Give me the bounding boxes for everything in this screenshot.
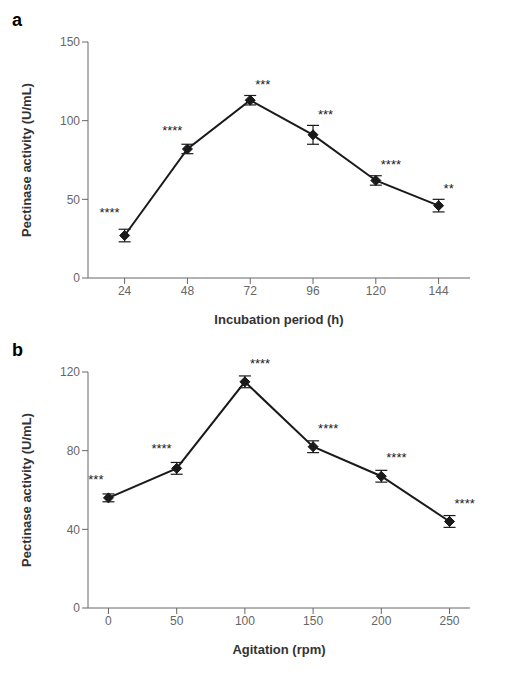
svg-text:Incubation period (h): Incubation period (h) [214, 312, 343, 327]
svg-text:****: **** [151, 441, 171, 456]
svg-text:0: 0 [105, 614, 112, 628]
svg-text:80: 80 [67, 444, 81, 458]
svg-text:96: 96 [306, 284, 320, 298]
svg-text:Agitation (rpm): Agitation (rpm) [232, 642, 325, 657]
svg-text:***: *** [255, 77, 270, 92]
svg-text:144: 144 [429, 284, 449, 298]
svg-text:100: 100 [60, 114, 80, 128]
svg-text:***: *** [88, 472, 103, 487]
svg-text:****: **** [381, 157, 401, 172]
svg-text:0: 0 [73, 271, 80, 285]
svg-text:50: 50 [67, 193, 81, 207]
svg-text:100: 100 [235, 614, 255, 628]
svg-text:250: 250 [440, 614, 460, 628]
svg-text:120: 120 [366, 284, 386, 298]
svg-text:****: **** [455, 496, 475, 511]
html-text:a: a [12, 10, 22, 30]
svg-text:****: **** [386, 450, 406, 465]
svg-text:120: 120 [60, 365, 80, 379]
svg-text:****: **** [162, 123, 182, 138]
svg-text:****: **** [318, 421, 338, 436]
svg-text:40: 40 [67, 523, 81, 537]
svg-text:**: ** [444, 181, 454, 196]
svg-text:48: 48 [181, 284, 195, 298]
html-text:b: b [12, 340, 23, 360]
svg-text:200: 200 [371, 614, 391, 628]
svg-text:0: 0 [73, 601, 80, 615]
svg-text:Pectinase activity (U/mL): Pectinase activity (U/mL) [19, 413, 34, 567]
svg-text:150: 150 [303, 614, 323, 628]
svg-text:****: **** [250, 356, 270, 371]
svg-text:150: 150 [60, 35, 80, 49]
svg-text:24: 24 [118, 284, 132, 298]
svg-text:72: 72 [244, 284, 258, 298]
svg-text:Pectinase activity (U/mL): Pectinase activity (U/mL) [19, 83, 34, 237]
svg-text:****: **** [99, 205, 119, 220]
svg-text:50: 50 [170, 614, 184, 628]
svg-text:***: *** [318, 107, 333, 122]
